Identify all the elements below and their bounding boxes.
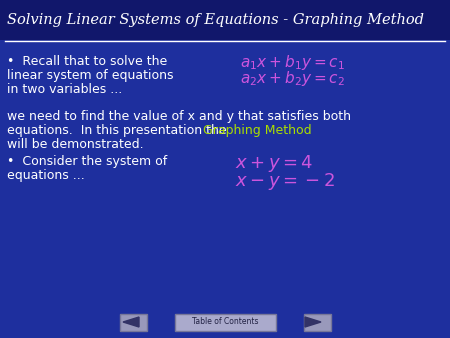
Text: $x - y = -2$: $x - y = -2$	[235, 171, 335, 192]
Text: linear system of equations: linear system of equations	[7, 69, 174, 82]
Text: equations ...: equations ...	[7, 169, 85, 182]
Text: Table of Contents: Table of Contents	[192, 317, 258, 327]
FancyBboxPatch shape	[120, 314, 147, 331]
Polygon shape	[123, 317, 139, 327]
Bar	[0, 40, 450, 338]
Text: Solving Linear Systems of Equations - Graphing Method: Solving Linear Systems of Equations - Gr…	[7, 13, 424, 27]
Text: $x + y =  4$: $x + y = 4$	[235, 153, 313, 174]
Text: we need to find the value of x and y that satisfies both: we need to find the value of x and y tha…	[7, 110, 351, 123]
Text: $a_2x + b_2y = c_2$: $a_2x + b_2y = c_2$	[240, 69, 345, 88]
Text: will be demonstrated.: will be demonstrated.	[7, 138, 144, 151]
Bar	[0, 0, 450, 40]
Text: equations.  In this presentation the: equations. In this presentation the	[7, 124, 230, 137]
FancyBboxPatch shape	[175, 314, 275, 331]
FancyBboxPatch shape	[303, 314, 330, 331]
Text: •  Recall that to solve the: • Recall that to solve the	[7, 55, 167, 68]
Text: $a_1x + b_1y = c_1$: $a_1x + b_1y = c_1$	[240, 53, 345, 72]
Text: in two variables ...: in two variables ...	[7, 83, 122, 96]
Polygon shape	[305, 317, 321, 327]
Text: Graphing Method: Graphing Method	[203, 124, 311, 137]
Text: •  Consider the system of: • Consider the system of	[7, 155, 167, 168]
